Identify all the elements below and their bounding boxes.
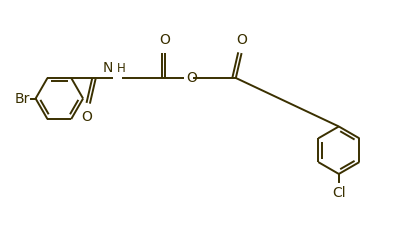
Text: Br: Br (14, 92, 30, 105)
Text: O: O (81, 110, 92, 124)
Text: Cl: Cl (331, 186, 345, 200)
Text: O: O (186, 71, 197, 85)
Text: O: O (235, 33, 246, 47)
Text: O: O (159, 33, 170, 47)
Text: H: H (116, 62, 125, 75)
Text: N: N (103, 61, 113, 75)
